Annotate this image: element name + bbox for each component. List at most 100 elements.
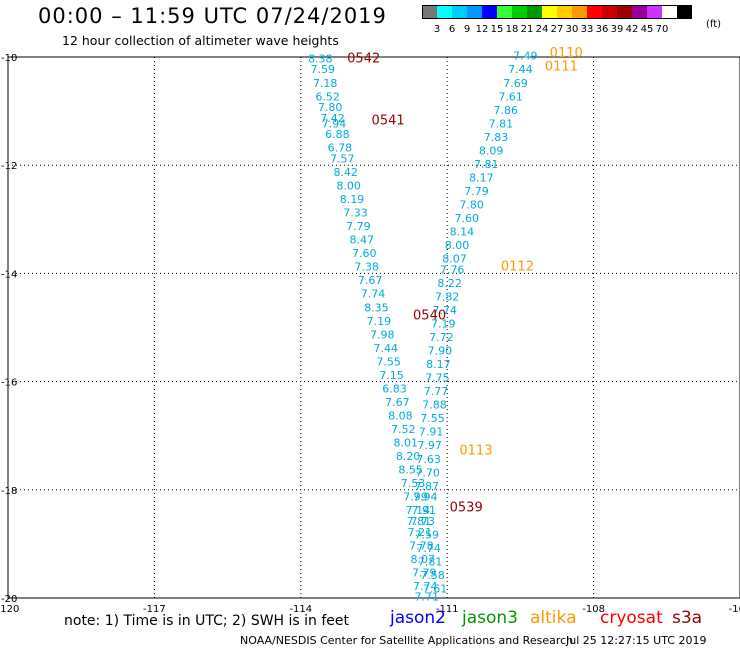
wave-height-label: 7.55 (376, 355, 401, 368)
track-time-label: 0112 (501, 260, 534, 275)
legend-swatch (422, 5, 437, 19)
wave-height-label: 7.19 (367, 315, 392, 328)
y-tick-label: -20 (1, 594, 17, 605)
track-time-label: 0542 (347, 51, 380, 66)
legend-swatch (572, 5, 587, 19)
wave-height-label: 7.87 (414, 480, 439, 493)
wave-height-label: 8.09 (479, 144, 504, 157)
wave-height-label: 7.38 (354, 261, 379, 274)
wave-height-label: 6.88 (325, 128, 350, 141)
wave-height-label: 7.61 (498, 90, 523, 103)
wave-height-label: 7.88 (422, 399, 447, 412)
wave-height-label: 7.91 (412, 504, 437, 517)
legend-label: 33 (580, 24, 594, 35)
legend-swatch (542, 5, 557, 19)
wave-height-label: 7.58 (420, 569, 445, 582)
legend-label: 6 (448, 24, 456, 35)
track-time-label: 0111 (545, 60, 578, 75)
wave-height-label: 8.42 (333, 166, 358, 179)
legend-swatch (647, 5, 662, 19)
wave-height-label: 7.14 (406, 504, 431, 517)
wave-height-label: 7.73 (411, 515, 436, 528)
wave-height-label: 7.74 (433, 304, 458, 317)
wave-height-label: 7.55 (420, 412, 445, 425)
legend-swatch (632, 5, 647, 19)
plot-frame (7, 56, 740, 599)
legend-swatch (482, 5, 497, 19)
wave-height-label: 7.94 (413, 491, 438, 504)
wave-height-label: 7.74 (416, 542, 441, 555)
wave-height-label: 7.81 (489, 117, 514, 130)
wave-height-label: 8.00 (445, 239, 470, 252)
wave-height-label: 7.59 (414, 528, 439, 541)
legend-swatch (467, 5, 482, 19)
wave-height-label: 7.67 (358, 274, 383, 287)
wave-height-label: 7.90 (428, 345, 453, 358)
wave-height-label: 8.01 (393, 437, 418, 450)
legend-swatch (497, 5, 512, 19)
wave-height-label: 7.44 (508, 63, 533, 76)
wave-height-label: 8.20 (396, 450, 421, 463)
legend-label: 12 (475, 24, 489, 35)
wave-height-label: 7.53 (401, 477, 426, 490)
legend-swatch (512, 5, 527, 19)
wave-height-label: 7.97 (417, 439, 442, 452)
legend-label: 45 (640, 24, 654, 35)
x-tick-label: -114 (289, 604, 312, 615)
legend-label: 15 (490, 24, 504, 35)
wave-height-label: 8.38 (308, 52, 333, 65)
wave-height-label: 8.14 (450, 226, 475, 239)
track-time-label: 0541 (372, 114, 405, 129)
wave-height-label: 7.94 (322, 117, 347, 130)
wave-height-label: 6.52 (315, 90, 340, 103)
legend-swatch (437, 5, 452, 19)
wave-height-label: 7.98 (370, 328, 395, 341)
wave-height-label: 7.76 (440, 263, 465, 276)
wave-height-label: 7.52 (391, 423, 416, 436)
x-tick-label: -111 (436, 604, 459, 615)
wave-height-label: 7.61 (423, 583, 448, 596)
wave-height-label: 7.80 (318, 101, 343, 114)
wave-height-label: 7.63 (416, 453, 441, 466)
wave-height-label: 7.70 (415, 466, 440, 479)
wave-height-label: 7.99 (403, 491, 428, 504)
y-tick-label: -12 (1, 161, 17, 172)
legend-label: 36 (595, 24, 609, 35)
wave-height-label: 7.82 (435, 290, 460, 303)
footnote: note: 1) Time is in UTC; 2) SWH is in fe… (64, 613, 350, 629)
y-tick-label: -16 (1, 378, 17, 389)
wave-height-label: 7.57 (330, 152, 355, 165)
y-tick-label: -10 (1, 53, 17, 64)
legend-label: 18 (505, 24, 519, 35)
track-time-label: 0540 (413, 308, 446, 323)
wave-height-label: 8.22 (437, 277, 462, 290)
wave-height-label: 7.79 (346, 220, 371, 233)
wave-height-label: 7.75 (425, 372, 450, 385)
wave-height-label: 7.79 (412, 566, 437, 579)
legend-swatch (527, 5, 542, 19)
wave-height-label: 6.78 (328, 142, 353, 155)
timestamp: Jul 25 12:27:15 UTC 2019 (566, 634, 707, 647)
wave-height-label: 7.15 (379, 369, 404, 382)
legend-unit: (ft) (706, 19, 722, 30)
x-tick-label: -105 (729, 604, 740, 615)
wave-height-label: 7.74 (361, 288, 386, 301)
wave-height-label: 8.19 (340, 193, 365, 206)
legend-border (422, 5, 692, 19)
satellite-label-s3a: s3a (672, 608, 703, 628)
wave-height-label: 7.21 (408, 526, 433, 539)
wave-height-label: 8.55 (398, 464, 423, 477)
legend-label: 30 (565, 24, 579, 35)
wave-height-label: 8.35 (364, 301, 389, 314)
x-tick-label: -117 (143, 604, 166, 615)
chart-title: 00:00 – 11:59 UTC 07/24/2019 (38, 4, 387, 28)
legend-swatch (617, 5, 632, 19)
wave-height-label: 7.49 (513, 50, 538, 63)
wave-height-label: 7.42 (320, 112, 345, 125)
wave-height-label: 7.77 (424, 385, 449, 398)
wave-height-label: 8.08 (388, 409, 413, 422)
satellite-label-jason2: jason2 (390, 608, 446, 628)
legend-swatch (557, 5, 572, 19)
legend-swatch (662, 5, 677, 19)
track-time-label: 0110 (550, 46, 583, 61)
